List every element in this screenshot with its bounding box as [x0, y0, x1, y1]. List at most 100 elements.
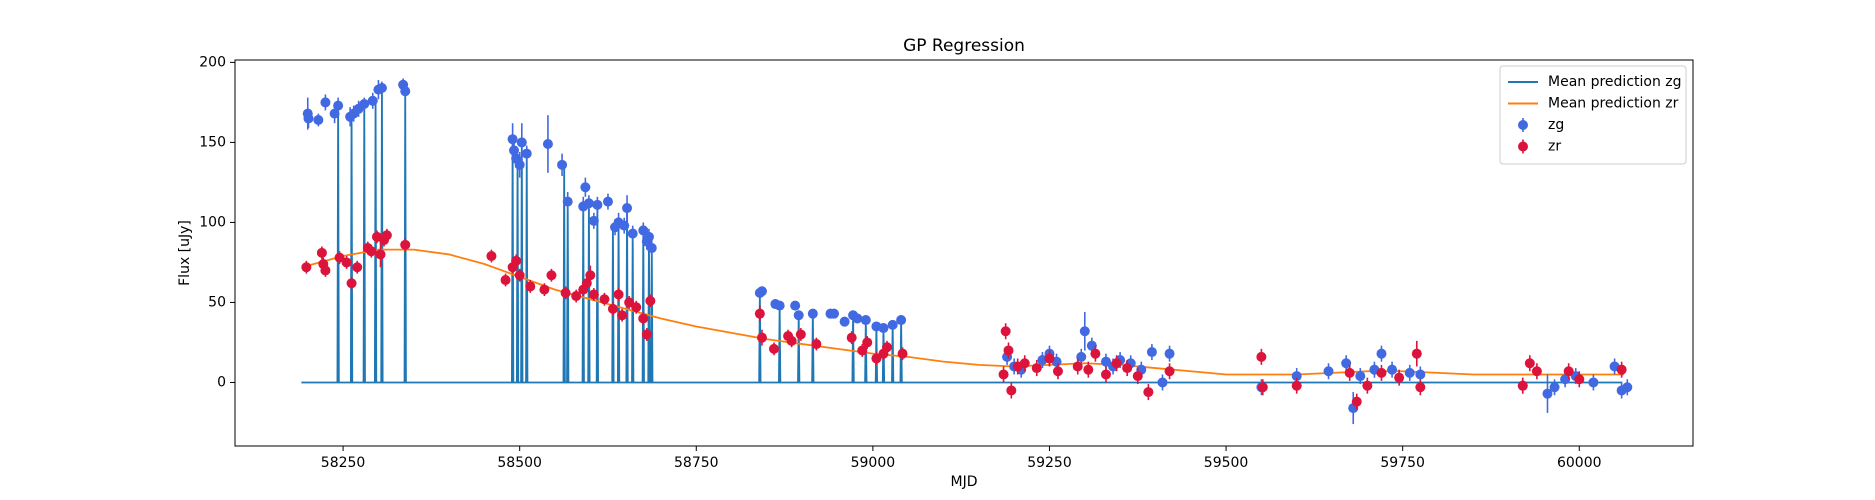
- data-point: [1344, 367, 1355, 378]
- data-point: [400, 239, 411, 250]
- x-tick-label: 59250: [1027, 455, 1072, 471]
- data-point: [624, 297, 635, 308]
- data-point: [507, 134, 518, 145]
- data-point: [1355, 371, 1366, 382]
- data-point: [1257, 382, 1268, 393]
- data-point: [641, 329, 652, 340]
- data-point: [1090, 348, 1101, 359]
- data-point: [1517, 380, 1528, 391]
- data-point: [1100, 356, 1111, 367]
- legend-label: zr: [1548, 139, 1561, 155]
- data-point: [1574, 374, 1585, 385]
- data-point: [878, 323, 889, 334]
- data-point: [638, 313, 649, 324]
- data-point: [376, 83, 387, 94]
- data-point: [1394, 372, 1405, 383]
- data-point: [756, 332, 767, 343]
- data-point: [1404, 367, 1415, 378]
- data-point: [1531, 366, 1542, 377]
- data-point: [580, 182, 591, 193]
- data-point: [839, 316, 850, 327]
- data-point: [542, 139, 553, 150]
- data-point: [1376, 367, 1387, 378]
- data-point: [341, 257, 352, 268]
- data-point: [525, 281, 536, 292]
- data-point: [366, 246, 377, 257]
- data-point: [887, 319, 898, 330]
- data-point: [367, 95, 378, 106]
- data-point: [1044, 353, 1055, 364]
- x-tick-label: 59750: [1380, 455, 1425, 471]
- data-point: [486, 251, 497, 262]
- data-point: [588, 215, 599, 226]
- data-point: [359, 99, 370, 110]
- legend-label: Mean prediction zr: [1548, 96, 1679, 112]
- data-point: [546, 270, 557, 281]
- mean-line: [301, 88, 1623, 384]
- data-point: [1164, 366, 1175, 377]
- data-point: [1415, 369, 1426, 380]
- data-point: [807, 308, 818, 319]
- plot-frame: [234, 59, 1694, 447]
- data-point: [1622, 382, 1633, 393]
- data-point: [1560, 374, 1571, 385]
- data-point: [516, 137, 527, 148]
- data-point: [320, 265, 331, 276]
- data-point: [882, 342, 893, 353]
- data-point: [1524, 358, 1535, 369]
- data-point: [896, 315, 907, 326]
- data-point: [599, 294, 610, 305]
- data-point: [500, 275, 511, 286]
- data-point: [622, 203, 633, 214]
- data-point: [1351, 396, 1362, 407]
- data-point: [1549, 382, 1560, 393]
- y-tick-label: 100: [199, 214, 226, 230]
- data-point: [381, 230, 392, 241]
- data-point: [860, 315, 871, 326]
- data-point: [1003, 345, 1014, 356]
- data-point: [1146, 347, 1157, 358]
- data-point: [1086, 340, 1097, 351]
- data-point: [571, 291, 582, 302]
- data-point: [562, 196, 573, 207]
- y-tick-label: 200: [199, 54, 226, 70]
- x-tick-label: 60000: [1557, 455, 1602, 471]
- data-point: [1000, 326, 1011, 337]
- y-axis-label: Flux [uJy]: [177, 220, 193, 286]
- chart-title: GP Regression: [903, 36, 1025, 56]
- data-point: [1083, 364, 1094, 375]
- data-point: [795, 329, 806, 340]
- data-point: [998, 369, 1009, 380]
- data-point: [1100, 369, 1111, 380]
- data-point: [588, 289, 599, 300]
- data-point: [786, 335, 797, 346]
- y-tick-label: 150: [199, 134, 226, 150]
- data-point: [1542, 388, 1553, 399]
- data-point: [1415, 382, 1426, 393]
- data-point: [871, 353, 882, 364]
- data-point: [1143, 387, 1154, 398]
- mean-line: [307, 248, 1624, 376]
- data-point: [774, 300, 785, 311]
- data-point: [1376, 348, 1387, 359]
- data-point: [346, 278, 357, 289]
- data-point: [645, 295, 656, 306]
- x-tick-label: 59000: [851, 455, 896, 471]
- data-point: [1111, 358, 1122, 369]
- data-point: [619, 220, 630, 231]
- data-point: [846, 332, 857, 343]
- data-point: [1031, 363, 1042, 374]
- x-tick-label: 59500: [1204, 455, 1249, 471]
- data-point: [1341, 358, 1352, 369]
- data-point: [592, 199, 603, 210]
- data-point: [617, 310, 628, 321]
- data-point: [313, 115, 324, 126]
- data-point: [1019, 358, 1030, 369]
- data-point: [1616, 364, 1627, 375]
- data-point: [897, 348, 908, 359]
- data-point: [514, 159, 525, 170]
- data-point: [583, 198, 594, 209]
- data-point: [521, 148, 532, 159]
- legend-box: [1499, 65, 1687, 165]
- data-point: [643, 231, 654, 242]
